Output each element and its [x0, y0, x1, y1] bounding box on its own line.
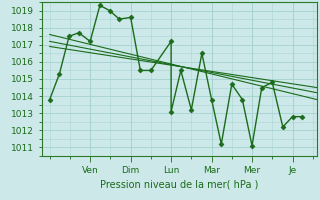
X-axis label: Pression niveau de la mer( hPa ): Pression niveau de la mer( hPa )	[100, 180, 258, 190]
